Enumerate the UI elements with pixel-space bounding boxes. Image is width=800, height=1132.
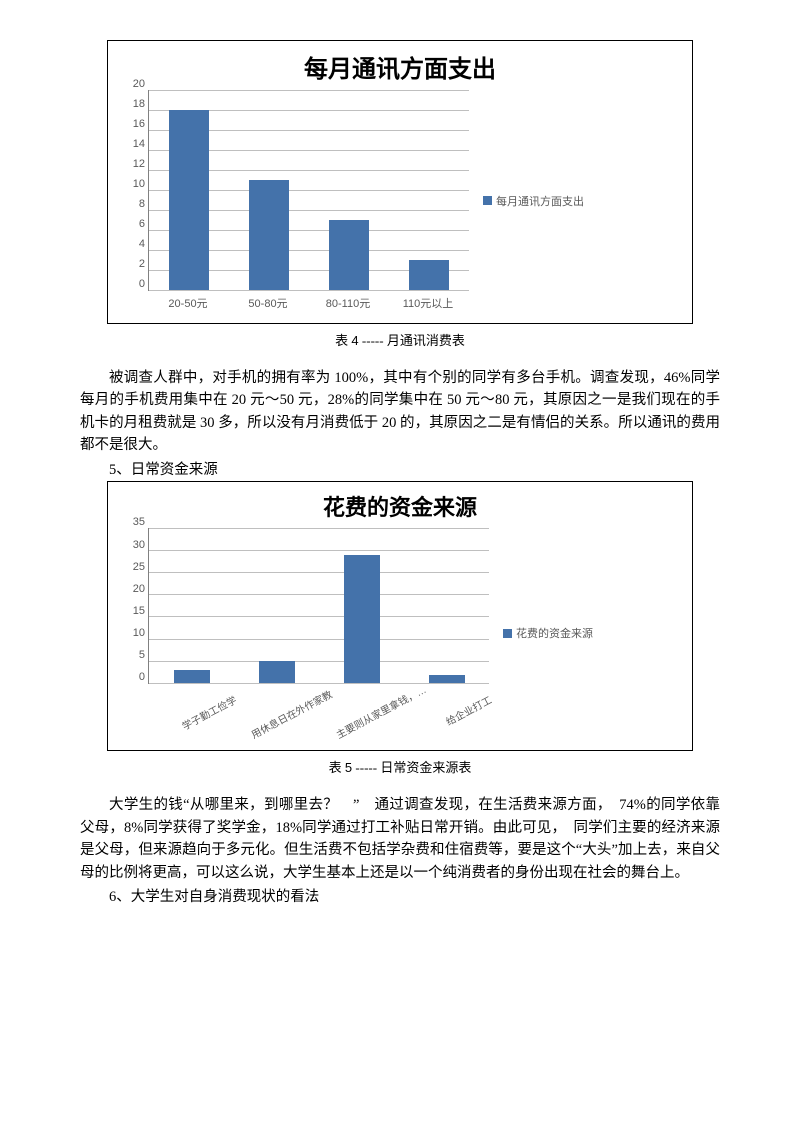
y-axis-label: 2 <box>139 258 149 270</box>
caption-prefix: 表 <box>335 333 351 348</box>
chart-fund-source: 花费的资金来源 05101520253035 学子勤工俭学用休息日在外作家教主要… <box>107 481 693 751</box>
document-page: 每月通讯方面支出 02468101214161820 20-50元50-80元8… <box>0 0 800 939</box>
y-axis-label: 35 <box>133 516 149 528</box>
chart1-x-axis: 20-50元 50-80元 80-110元 110元以上 <box>148 295 468 311</box>
legend-swatch-icon <box>503 629 512 638</box>
chart1-title: 每月通讯方面支出 <box>120 49 680 84</box>
chart2-x-axis: 学子勤工俭学用休息日在外作家教主要则从家里拿钱，…给企业打工 <box>148 688 488 738</box>
y-axis-label: 10 <box>133 178 149 190</box>
paragraph-2: 大学生的钱“从哪里来，到哪里去？ ” 通过调查发现，在生活费来源方面， 74%的… <box>80 794 720 884</box>
chart2-plot: 05101520253035 <box>148 528 489 684</box>
section-heading-6: 6、大学生对自身消费现状的看法 <box>80 886 720 908</box>
y-axis-label: 20 <box>133 583 149 595</box>
chart-monthly-communication-expense: 每月通讯方面支出 02468101214161820 20-50元50-80元8… <box>107 40 693 324</box>
y-axis-label: 0 <box>139 278 149 290</box>
bar <box>174 670 210 683</box>
chart1-legend-label: 每月通讯方面支出 <box>496 193 584 209</box>
bar <box>249 180 289 290</box>
paragraph-1: 被调查人群中，对手机的拥有率为 100%，其中有个别的同学有多台手机。调查发现，… <box>80 367 720 457</box>
bar <box>429 675 465 684</box>
y-axis-label: 6 <box>139 218 149 230</box>
y-axis-label: 12 <box>133 158 149 170</box>
y-axis-label: 8 <box>139 198 149 210</box>
y-axis-label: 20 <box>133 78 149 90</box>
chart1-legend: 每月通讯方面支出 <box>483 193 584 209</box>
chart2-title: 花费的资金来源 <box>120 490 680 522</box>
y-axis-label: 18 <box>133 98 149 110</box>
caption-prefix: 表 <box>329 760 345 775</box>
y-axis-label: 30 <box>133 539 149 551</box>
chart1-plot: 02468101214161820 <box>148 90 469 291</box>
y-axis-label: 10 <box>133 627 149 639</box>
caption-text: 日常资金来源表 <box>380 760 471 775</box>
y-axis-label: 15 <box>133 605 149 617</box>
x-axis-label: 20-50元 <box>151 295 226 311</box>
y-axis-label: 0 <box>139 671 149 683</box>
bar <box>329 220 369 290</box>
caption-table-4: 表 4 ----- 月通讯消费表 <box>80 330 720 349</box>
caption-sep: ----- <box>359 333 387 348</box>
chart2-legend-label: 花费的资金来源 <box>516 625 593 641</box>
y-axis-label: 5 <box>139 649 149 661</box>
y-axis-label: 4 <box>139 238 149 250</box>
bar <box>409 260 449 290</box>
bar <box>344 555 380 683</box>
x-axis-label: 80-110元 <box>311 295 386 311</box>
legend-swatch-icon <box>483 196 492 205</box>
chart2-legend: 花费的资金来源 <box>503 625 593 641</box>
caption-text: 月通讯消费表 <box>387 333 465 348</box>
bar <box>259 661 295 683</box>
bar <box>169 110 209 290</box>
section-heading-5: 5、日常资金来源 <box>80 459 720 481</box>
caption-number: 4 <box>351 333 358 348</box>
y-axis-label: 14 <box>133 138 149 150</box>
y-axis-label: 16 <box>133 118 149 130</box>
x-axis-label: 110元以上 <box>391 295 466 311</box>
y-axis-label: 25 <box>133 561 149 573</box>
x-axis-label: 50-80元 <box>231 295 306 311</box>
caption-table-5: 表 5 ----- 日常资金来源表 <box>80 757 720 776</box>
